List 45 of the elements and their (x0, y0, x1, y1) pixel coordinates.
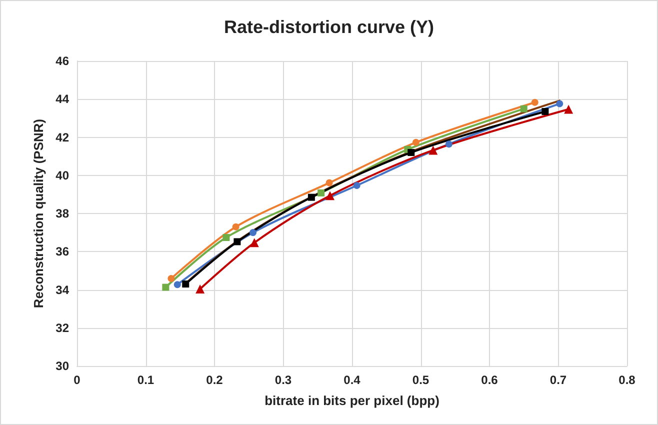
point (412, 138, 420, 146)
point (326, 191, 334, 200)
point (318, 189, 325, 196)
y-tick-label: 40 (56, 168, 70, 182)
y-axis-title: Reconstruction quality (PSNR) (30, 118, 46, 308)
x-tick-label: 0.5 (412, 373, 430, 387)
point (234, 238, 241, 246)
point (250, 229, 256, 236)
point (196, 284, 205, 294)
y-tick-label: 32 (56, 320, 70, 335)
x-tick-label: 0.4 (344, 373, 361, 387)
point (408, 149, 415, 156)
point (250, 238, 259, 248)
point (564, 104, 574, 114)
point (174, 281, 181, 288)
y-tick-label: 36 (56, 244, 70, 259)
point (308, 194, 315, 201)
point (531, 98, 538, 106)
point (428, 146, 438, 155)
point (222, 234, 230, 242)
point (520, 105, 528, 112)
point (182, 280, 190, 288)
point (556, 100, 564, 108)
y-tick-label: 44 (56, 92, 70, 106)
point (353, 182, 360, 189)
y-tick-label: 34 (56, 282, 70, 297)
point (445, 140, 452, 148)
x-tick-label: 0.6 (481, 373, 498, 387)
y-tick-label: 42 (56, 130, 70, 144)
y-tick-label: 38 (56, 206, 70, 220)
point (326, 179, 333, 186)
point (542, 108, 549, 116)
y-tick-label: 46 (56, 54, 70, 68)
x-tick-label: 0.3 (274, 373, 292, 387)
point (232, 223, 240, 230)
chart-title: Rate-distortion curve (Y) (224, 17, 434, 37)
x-tick-label: 0.2 (206, 373, 224, 387)
point (162, 284, 170, 291)
x-tick-label: 0 (74, 373, 81, 387)
x-tick-label: 0.8 (618, 373, 636, 387)
point (168, 275, 175, 282)
y-tick-label: 30 (56, 359, 70, 373)
x-tick-label: 0.7 (550, 373, 567, 387)
x-tick-label: 0.1 (137, 373, 154, 387)
x-axis-title: bitrate in bits per pixel (bpp) (264, 393, 440, 408)
